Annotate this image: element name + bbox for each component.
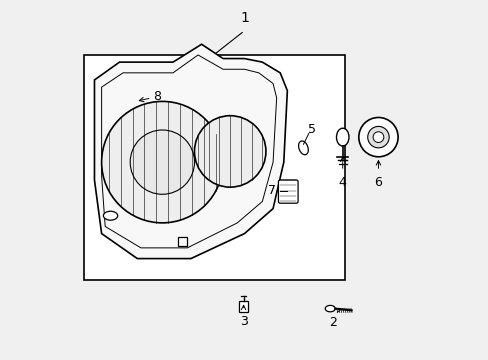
Circle shape bbox=[367, 126, 388, 148]
Ellipse shape bbox=[298, 141, 307, 155]
Circle shape bbox=[358, 117, 397, 157]
Text: 1: 1 bbox=[240, 10, 248, 24]
Text: 2: 2 bbox=[328, 316, 336, 329]
FancyBboxPatch shape bbox=[278, 180, 298, 203]
FancyBboxPatch shape bbox=[178, 237, 187, 246]
FancyBboxPatch shape bbox=[83, 55, 344, 280]
Circle shape bbox=[130, 130, 194, 194]
Polygon shape bbox=[94, 44, 287, 258]
Text: 7: 7 bbox=[267, 184, 275, 197]
Circle shape bbox=[102, 102, 223, 223]
FancyBboxPatch shape bbox=[239, 301, 247, 312]
Ellipse shape bbox=[325, 305, 335, 312]
Text: 8: 8 bbox=[153, 90, 161, 103]
Text: 3: 3 bbox=[239, 315, 247, 328]
Text: 5: 5 bbox=[308, 123, 316, 136]
Text: 4: 4 bbox=[338, 176, 346, 189]
Text: 6: 6 bbox=[374, 176, 382, 189]
Ellipse shape bbox=[103, 211, 118, 220]
Circle shape bbox=[372, 132, 383, 143]
Ellipse shape bbox=[336, 128, 348, 146]
Circle shape bbox=[194, 116, 265, 187]
